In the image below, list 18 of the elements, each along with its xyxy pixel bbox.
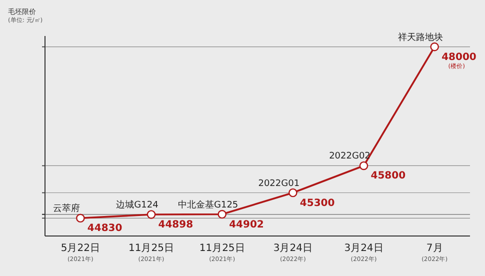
annotation: 2022G01 [258, 178, 300, 189]
annotation: 祥天路地块 [398, 32, 444, 43]
data-label: 44898 [158, 219, 194, 230]
data-label: 48000 [442, 52, 476, 63]
data-label: 44902 [229, 219, 264, 230]
point [359, 161, 368, 170]
annotation: 2022G02 [329, 152, 370, 162]
annotation: 云萃府 [52, 203, 80, 214]
point [430, 42, 439, 52]
data-label: 45300 [300, 198, 335, 209]
point [288, 188, 298, 198]
data-label: 45800 [370, 170, 406, 182]
annotation: 中北金基G125 [178, 199, 238, 210]
point [218, 210, 226, 219]
annotation: 边城G124 [116, 199, 159, 210]
data-label: 44830 [87, 223, 122, 234]
point [146, 210, 156, 219]
point [76, 214, 85, 223]
